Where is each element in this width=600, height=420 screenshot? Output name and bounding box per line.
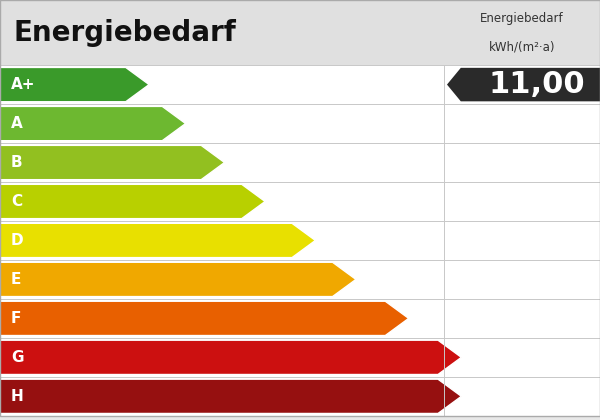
Text: kWh/(m²·a): kWh/(m²·a) (489, 40, 555, 53)
Text: G: G (11, 350, 23, 365)
Text: Energiebedarf: Energiebedarf (13, 18, 236, 47)
Text: Energiebedarf: Energiebedarf (480, 12, 564, 25)
Bar (0, 0, 600, 65)
Bar (0, 65, 600, 416)
Polygon shape (0, 106, 185, 141)
Text: H: H (11, 389, 23, 404)
Text: B: B (11, 155, 22, 170)
Polygon shape (0, 223, 316, 257)
Polygon shape (0, 379, 461, 413)
Text: A: A (11, 116, 23, 131)
Text: F: F (11, 311, 21, 326)
Text: D: D (11, 233, 23, 248)
Text: 11,00: 11,00 (488, 70, 585, 99)
Text: A+: A+ (11, 77, 35, 92)
Polygon shape (0, 145, 224, 180)
Polygon shape (447, 68, 600, 101)
Text: E: E (11, 272, 21, 287)
Polygon shape (0, 68, 149, 102)
Polygon shape (0, 184, 265, 219)
Polygon shape (0, 262, 356, 297)
Polygon shape (0, 340, 461, 375)
Text: C: C (11, 194, 22, 209)
Polygon shape (0, 301, 409, 336)
